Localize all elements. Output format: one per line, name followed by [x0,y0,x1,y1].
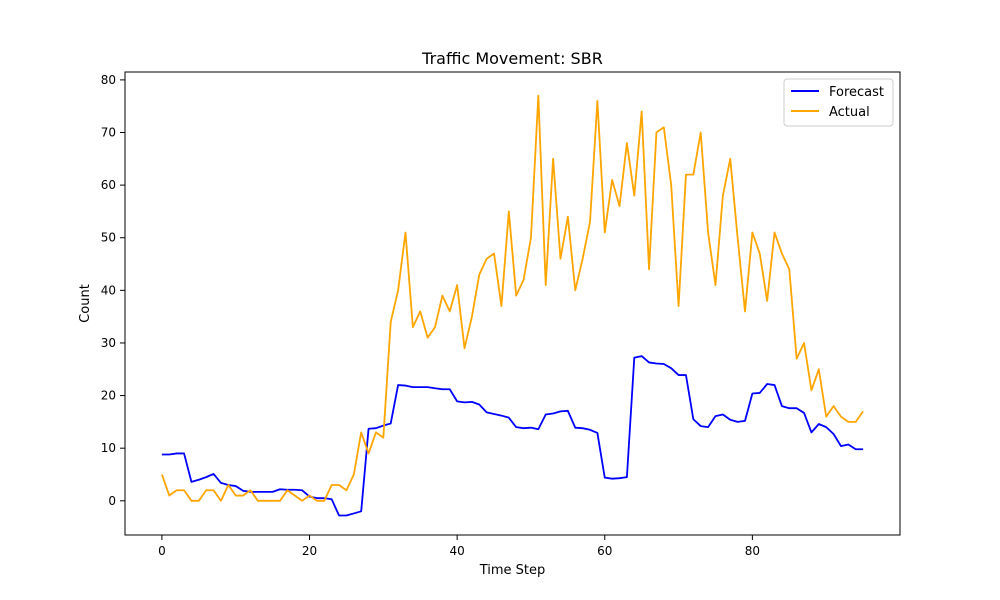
y-axis-label: Count [78,284,93,323]
y-tick-label: 60 [101,178,116,192]
legend: Forecast Actual [783,78,894,127]
series-layer [161,94,864,517]
y-tick-label: 80 [101,73,116,87]
y-tick-label: 40 [101,283,116,297]
y-tick-label: 70 [101,126,116,140]
x-tick-label: 20 [302,544,317,558]
legend-label-actual: Actual [829,105,870,120]
series-line-forecast [161,355,864,517]
x-tick-label: 0 [158,544,166,558]
y-tick-label: 20 [101,389,116,403]
series-line-actual [161,94,864,502]
chart-title: Traffic Movement: SBR [421,49,603,68]
legend-label-forecast: Forecast [829,85,884,100]
x-tick-label: 80 [745,544,760,558]
y-tick-label: 30 [101,336,116,350]
plot-frame [124,71,901,536]
x-axis: 0 20 40 60 80 [158,535,760,558]
y-tick-label: 10 [101,441,116,455]
y-tick-label: 50 [101,231,116,245]
y-tick-label: 0 [108,494,116,508]
x-axis-label: Time Step [479,563,546,578]
plot-area [125,72,900,535]
y-axis: 0 10 20 30 40 50 60 70 80 [101,73,125,508]
x-tick-label: 60 [597,544,612,558]
x-tick-label: 40 [450,544,465,558]
